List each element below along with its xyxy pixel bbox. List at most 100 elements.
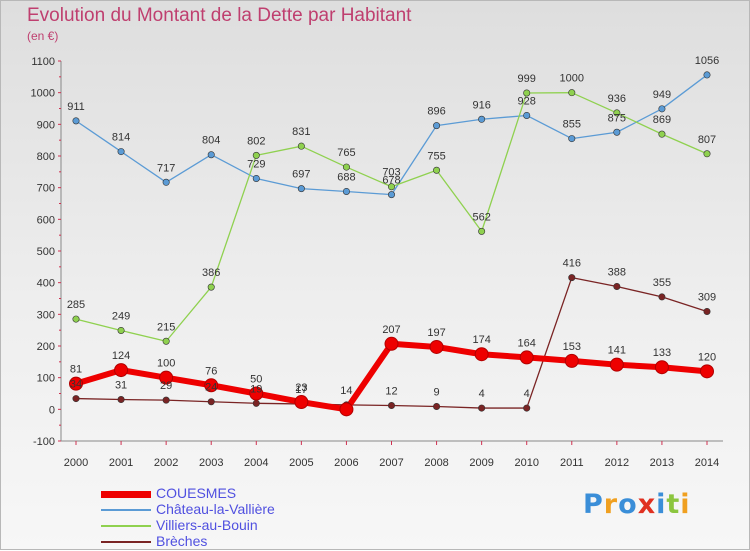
data-label: 17 (295, 384, 307, 396)
data-label: 869 (653, 114, 671, 126)
data-point (478, 115, 486, 123)
data-point (204, 378, 219, 393)
y-tick-label: 500 (37, 246, 55, 258)
data-label: 936 (608, 93, 626, 105)
data-label: 911 (67, 101, 85, 113)
data-label: 999 (518, 73, 536, 85)
data-point (72, 117, 80, 125)
data-point (613, 282, 621, 290)
data-point (658, 105, 666, 113)
data-point (117, 396, 125, 404)
data-point (568, 135, 576, 143)
data-point (162, 337, 170, 345)
data-label: 4 (479, 388, 485, 400)
data-label: 697 (292, 169, 310, 181)
data-point (609, 357, 624, 372)
data-label: 207 (382, 324, 400, 336)
legend-swatch (101, 525, 151, 527)
data-point (519, 350, 534, 365)
x-tick-label: 2011 (560, 457, 584, 469)
data-label: 831 (292, 126, 310, 138)
data-label: 388 (608, 266, 626, 278)
legend-item: Brèches (101, 533, 361, 550)
data-label: 124 (112, 350, 130, 362)
y-tick-label: 400 (37, 278, 55, 290)
data-point (703, 71, 711, 79)
data-label: 755 (427, 150, 445, 162)
y-tick-label: 200 (37, 341, 55, 353)
x-tick-label: 2008 (424, 457, 448, 469)
brand-logo: Proxiti (583, 489, 691, 520)
data-point (69, 376, 83, 391)
data-label: 814 (112, 132, 130, 144)
y-tick-label: -100 (33, 436, 55, 448)
x-tick-label: 2010 (514, 457, 538, 469)
data-label: 34 (70, 379, 82, 391)
y-tick-label: 800 (37, 151, 55, 163)
y-tick-label: 1100 (31, 56, 55, 68)
brand-letter: r (603, 489, 619, 520)
y-tick-label: 600 (37, 214, 55, 226)
data-label: 804 (202, 135, 220, 147)
data-label: 717 (157, 162, 175, 174)
data-point (297, 142, 305, 150)
data-label: 875 (608, 112, 626, 124)
data-label: 562 (472, 211, 490, 223)
data-label: 50 (250, 374, 262, 386)
series-line-2 (75, 92, 708, 342)
chart-title: Evolution du Montant de la Dette par Hab… (27, 5, 412, 26)
x-tick-label: 2013 (650, 457, 674, 469)
y-tick-label: 300 (37, 309, 55, 321)
legend-item: Château-la-Vallière (101, 501, 361, 518)
data-point (339, 402, 354, 417)
data-label: 416 (563, 258, 581, 270)
data-point (429, 339, 444, 354)
data-point (613, 128, 621, 136)
data-point (658, 293, 666, 301)
legend-swatch (101, 491, 151, 498)
brand-letter: i (680, 489, 691, 520)
data-point (658, 130, 666, 138)
data-point (703, 150, 711, 158)
x-tick-label: 2012 (605, 457, 629, 469)
data-point (294, 395, 309, 410)
x-tick-label: 2007 (379, 457, 403, 469)
data-point (117, 326, 125, 334)
brand-letter: x (637, 489, 657, 520)
data-label: 174 (472, 334, 490, 346)
data-point (207, 151, 215, 159)
x-tick-label: 2003 (199, 457, 223, 469)
brand-letter: o (618, 489, 638, 520)
data-label: 4 (524, 388, 530, 400)
chart-axes: -100 0 100 200 300 400 500 600 700 800 900 1000 1100… (31, 56, 723, 469)
legend-label: Château-la-Vallière (156, 501, 275, 517)
data-label: 24 (205, 382, 217, 394)
data-point (523, 89, 531, 97)
data-point (252, 399, 260, 407)
series-points (69, 71, 714, 417)
legend-swatch (101, 509, 151, 511)
data-label: 807 (698, 134, 716, 146)
x-tick-label: 2001 (109, 457, 133, 469)
data-label: 19 (250, 383, 262, 395)
brand-letter: i (656, 489, 667, 520)
y-tick-label: 100 (37, 373, 55, 385)
data-label: 9 (434, 386, 440, 398)
data-label: 309 (698, 291, 716, 303)
data-point (207, 283, 215, 291)
legend-label: Brèches (156, 533, 208, 549)
data-point (72, 315, 80, 323)
data-point (703, 307, 711, 315)
data-label: 197 (427, 327, 445, 339)
data-label: 1056 (695, 55, 719, 67)
data-point (433, 166, 441, 174)
data-label: 688 (337, 171, 355, 183)
legend-swatch (101, 541, 151, 543)
data-label: 916 (472, 99, 490, 111)
x-tick-label: 2002 (154, 457, 178, 469)
data-label: 76 (205, 365, 217, 377)
data-label: 285 (67, 299, 85, 311)
data-label: 249 (112, 310, 130, 322)
